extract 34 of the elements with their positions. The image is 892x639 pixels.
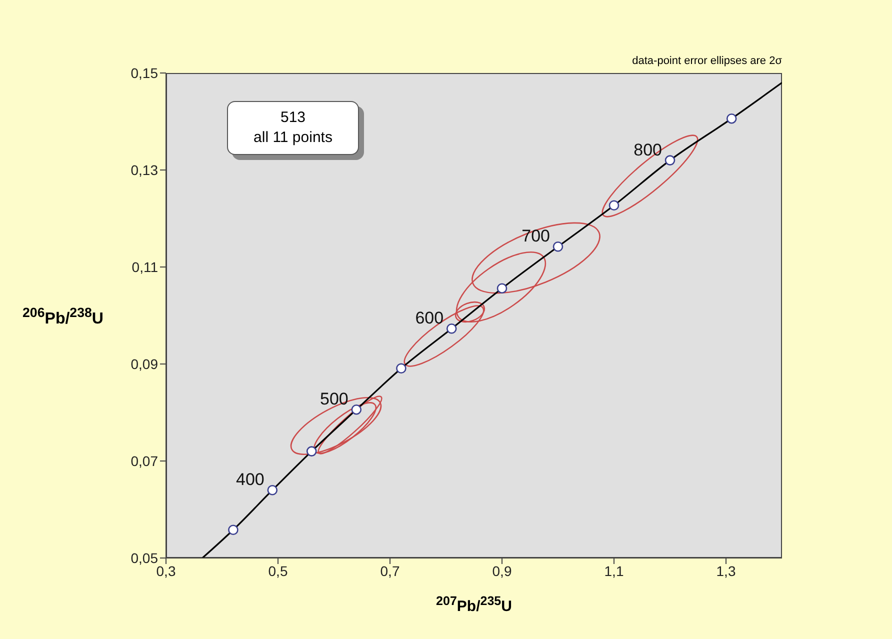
y-tick-label: 0,15 [130,64,158,81]
x-tick-label: 0,5 [268,562,288,579]
annotation: 400 [236,470,264,490]
y-axis-title: $^{206}$Pb/$^{238}$U [22,305,104,328]
point [228,524,238,536]
point [446,323,457,334]
point [664,155,676,166]
x-tick-label: 1,1 [604,562,624,579]
point [552,241,564,252]
annotation: 500 [320,390,348,409]
y-tick-label: 0,09 [130,356,158,372]
x-tick-label: 1,3 [716,562,736,579]
point [306,446,317,456]
point [267,484,278,496]
point [351,404,362,415]
point [496,283,508,294]
annotation: 513 [279,108,307,128]
y-tick-label: 0,13 [130,162,158,178]
y-tick-label: 0,11 [132,258,158,275]
point [608,200,620,211]
annotation: 800 [634,140,662,160]
x-tick-label: 0,7 [380,562,400,579]
x-axis-title: $^{207}$Pb/$^{235}$U [435,594,513,615]
point [396,363,406,374]
x-tick-label: 0,3 [156,562,176,579]
annotation: 700 [522,226,550,246]
point [726,113,737,124]
text: data-point error ellipses are 2σ [632,55,782,67]
annotation: all 11 points [252,128,334,148]
x-tick-label: 0,9 [492,562,512,579]
y-tick-label: 0,07 [130,452,158,469]
annotation: 600 [415,308,444,328]
line-series [202,82,782,558]
y-tick-label: 0,05 [130,550,158,566]
